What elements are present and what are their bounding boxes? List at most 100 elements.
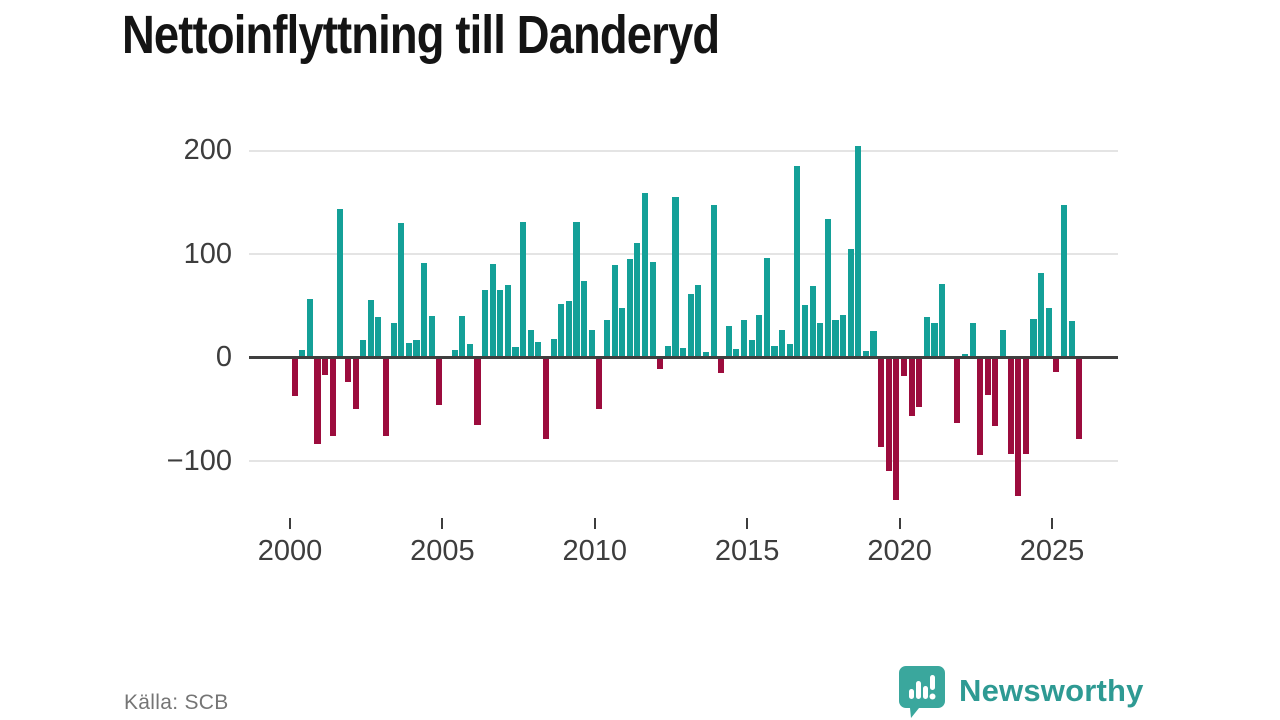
- bar-2021-Q4: [954, 357, 961, 423]
- bar-2020-Q2: [908, 357, 915, 417]
- bar-2015-Q3: [763, 258, 770, 358]
- bar-2016-Q4: [801, 304, 809, 358]
- bar-2020-Q1: [900, 357, 908, 377]
- bar-2004-Q2: [421, 263, 428, 358]
- bar-2003-Q1: [383, 357, 390, 437]
- bar-2001-Q4: [344, 357, 351, 383]
- bar-2021-Q2: [939, 284, 946, 358]
- x-tick-label: 2000: [257, 535, 323, 567]
- bar-2001-Q3: [337, 209, 344, 358]
- bar-2014-Q4: [741, 320, 748, 358]
- bar-2005-Q2: [451, 350, 458, 358]
- bar-2005-Q4: [466, 344, 473, 358]
- bar-2010-Q1: [596, 357, 603, 410]
- bar-2002-Q4: [375, 317, 382, 358]
- bar-2000-Q3: [306, 298, 313, 358]
- bar-2023-Q1: [992, 357, 999, 426]
- bar-2025-Q4: [1076, 357, 1083, 440]
- bar-2004-Q4: [436, 357, 443, 406]
- bar-2014-Q2: [725, 326, 732, 358]
- bar-2003-Q4: [405, 343, 412, 358]
- zero-line: [249, 356, 1118, 359]
- bar-2015-Q4: [771, 346, 778, 358]
- bar-2017-Q3: [824, 218, 831, 358]
- bar-2006-Q1: [474, 357, 481, 425]
- x-tick-mark: [898, 518, 901, 529]
- bar-2009-Q4: [588, 329, 595, 358]
- bar-2018-Q1: [840, 315, 847, 358]
- gridline: [249, 460, 1118, 462]
- x-tick-label: 2015: [714, 535, 780, 567]
- bar-2016-Q2: [786, 344, 793, 358]
- bar-2024-Q1: [1022, 357, 1029, 454]
- bar-2016-Q3: [794, 166, 801, 358]
- bar-2019-Q3: [885, 357, 892, 472]
- bar-2002-Q1: [352, 357, 359, 410]
- gridline: [249, 253, 1118, 255]
- bar-2012-Q4: [680, 348, 687, 358]
- bar-2006-Q3: [489, 264, 496, 358]
- brand-wordmark: Newsworthy: [959, 673, 1144, 708]
- bar-2017-Q2: [817, 323, 824, 358]
- bar-2025-Q3: [1068, 321, 1075, 358]
- y-tick-label: −100: [166, 444, 232, 477]
- bar-2003-Q3: [398, 222, 405, 358]
- bar-2025-Q1: [1053, 357, 1060, 372]
- x-tick-label: 2005: [410, 535, 475, 567]
- bar-2024-Q2: [1030, 319, 1037, 358]
- bar-2019-Q1: [870, 330, 877, 358]
- bar-2022-Q4: [984, 357, 991, 395]
- bar-2002-Q3: [367, 299, 374, 358]
- bar-2004-Q1: [413, 339, 420, 358]
- bar-2007-Q3: [520, 221, 527, 358]
- bar-2006-Q2: [482, 290, 489, 358]
- bar-2009-Q2: [573, 221, 580, 358]
- bar-2015-Q1: [748, 339, 755, 358]
- bar-2003-Q2: [390, 323, 397, 358]
- bar-2001-Q2: [329, 357, 336, 437]
- x-tick-mark: [289, 518, 291, 529]
- x-tick-label: 2020: [867, 535, 932, 567]
- bar-2010-Q4: [619, 307, 626, 358]
- y-tick-label: 200: [183, 134, 232, 166]
- bar-2012-Q3: [672, 197, 679, 358]
- bar-2010-Q2: [603, 320, 610, 358]
- x-tick-mark: [593, 518, 596, 529]
- bar-2013-Q1: [687, 294, 694, 358]
- bar-2001-Q1: [322, 357, 329, 376]
- bar-2012-Q2: [664, 346, 671, 358]
- page-title: Nettoinflyttning till Danderyd: [122, 5, 720, 65]
- bar-2015-Q2: [756, 315, 763, 358]
- bar-2004-Q3: [428, 316, 435, 358]
- bar-2024-Q3: [1038, 272, 1045, 358]
- gridline: [249, 149, 1118, 152]
- bar-2017-Q4: [832, 320, 839, 358]
- bar-2014-Q3: [733, 349, 740, 358]
- source-caption: Källa: SCB: [124, 691, 229, 714]
- bar-2021-Q1: [931, 323, 938, 358]
- bar-2000-Q4: [314, 357, 321, 445]
- bar-2008-Q3: [550, 338, 557, 358]
- bar-2022-Q1: [961, 354, 968, 358]
- bar-2011-Q2: [634, 242, 641, 358]
- bar-2013-Q4: [710, 205, 717, 358]
- bar-2007-Q4: [527, 329, 534, 358]
- bar-2025-Q2: [1060, 205, 1067, 358]
- y-tick-label: 0: [215, 341, 232, 373]
- bar-2000-Q1: [291, 357, 298, 396]
- brand-logo: Newsworthy: [897, 663, 1144, 719]
- bar-2007-Q2: [512, 347, 519, 358]
- bar-2007-Q1: [504, 285, 511, 358]
- bar-2012-Q1: [657, 357, 664, 369]
- y-tick-label: 100: [183, 237, 232, 270]
- speech-bubble-bar-chart-icon: [899, 666, 945, 718]
- bar-2024-Q4: [1045, 307, 1052, 358]
- bar-2008-Q1: [535, 341, 542, 358]
- bar-2014-Q1: [718, 357, 725, 374]
- bar-2022-Q3: [977, 357, 984, 455]
- bar-2023-Q2: [999, 329, 1007, 358]
- bar-2008-Q4: [558, 303, 565, 358]
- bar-2000-Q2: [299, 350, 306, 358]
- bar-2011-Q4: [649, 262, 656, 358]
